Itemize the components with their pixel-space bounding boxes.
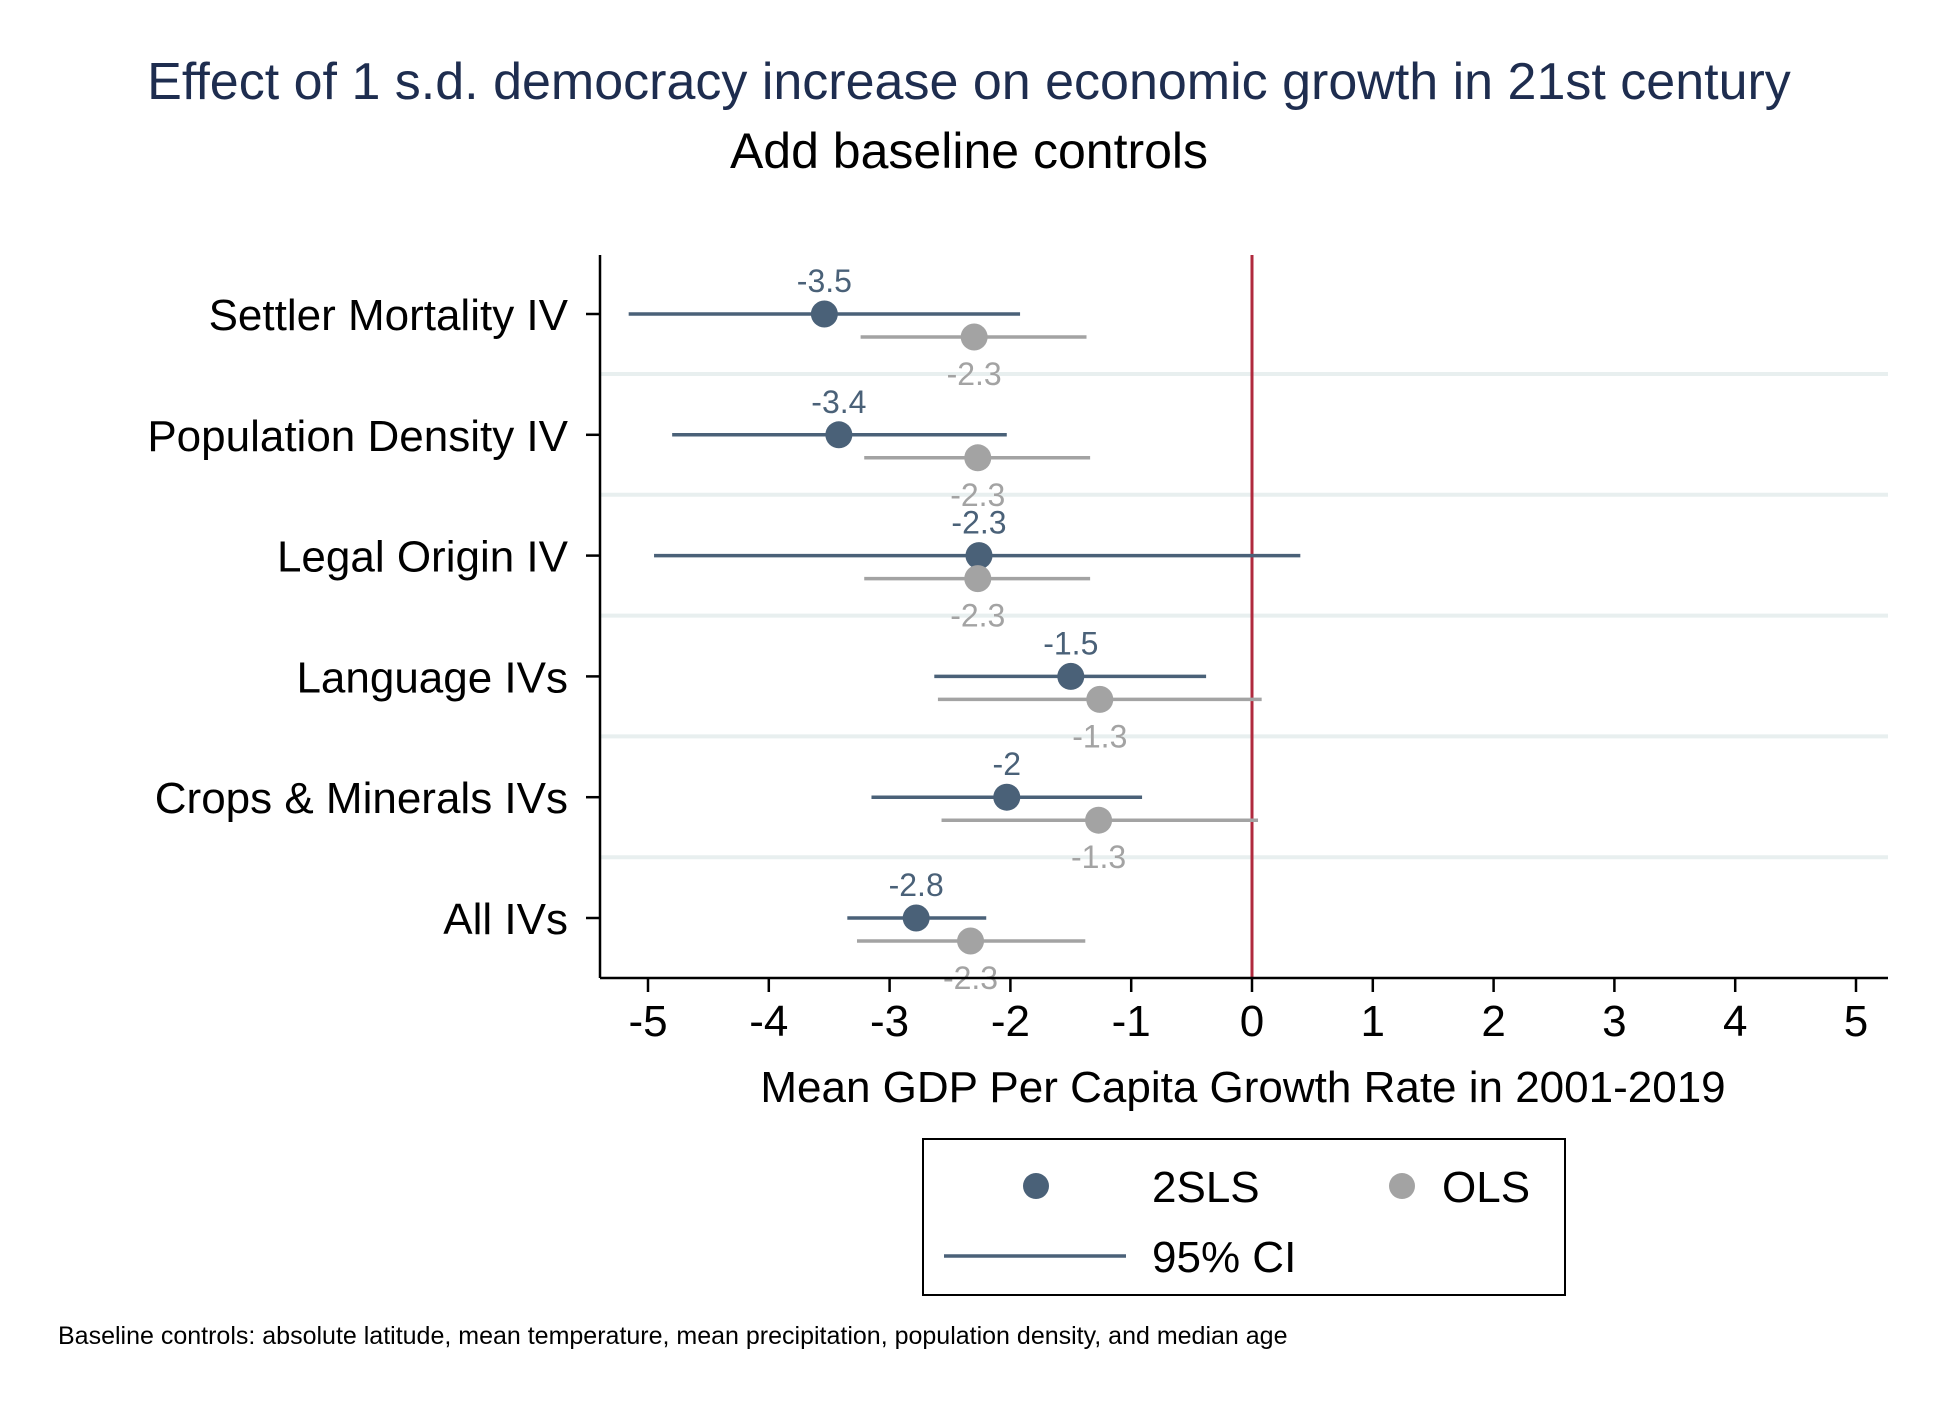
legend-ci-label: 95% CI: [1152, 1233, 1296, 1282]
y-tick-label: Population Density IV: [147, 412, 568, 461]
point-2sls: [1057, 662, 1085, 690]
x-tick-label: 5: [1844, 997, 1868, 1046]
point-ols: [964, 444, 992, 472]
axes-layer: -5 -4 -3 -2 -1 0 1 2 3 4 5 Settler Mortality IV Popu…: [147, 255, 1888, 1046]
x-tick-label: -1: [1112, 997, 1151, 1046]
grid-layer: [600, 255, 1888, 978]
legend-ols-marker: [1389, 1173, 1415, 1199]
data-label-2sls: -3.4: [811, 384, 866, 420]
point-ols: [1085, 806, 1113, 834]
legend-2sls-label: 2SLS: [1152, 1163, 1260, 1212]
data-label-ols: -2.3: [950, 598, 1005, 634]
y-tick-label: Crops & Minerals IVs: [155, 774, 568, 823]
y-tick-label: All IVs: [443, 895, 568, 944]
footnote: Baseline controls: absolute latitude, me…: [58, 1322, 1288, 1350]
data-label-ols: -2.3: [950, 477, 1005, 513]
data-label-2sls: -2: [993, 746, 1021, 782]
x-tick-label: 1: [1361, 997, 1385, 1046]
x-tick-label: -3: [870, 997, 909, 1046]
legend-2sls-marker: [1023, 1173, 1049, 1199]
data-label-2sls: -2.8: [889, 867, 944, 903]
point-ols: [957, 927, 985, 955]
point-ols: [964, 565, 992, 593]
x-tick-label: 2: [1481, 997, 1505, 1046]
chart-subtitle: Add baseline controls: [729, 123, 1209, 179]
point-2sls: [993, 783, 1021, 811]
x-tick-label: -4: [749, 997, 788, 1046]
y-tick-label: Settler Mortality IV: [209, 291, 569, 340]
marks-layer: -3.5-3.4-2.3-1.5-2-2.8-2.3-2.3-2.3-1.3-1…: [628, 263, 1301, 996]
data-label-2sls: -2.3: [951, 505, 1006, 541]
data-label-ols: -1.3: [1071, 839, 1126, 875]
data-label-2sls: -3.5: [797, 263, 852, 299]
data-label-ols: -2.3: [947, 356, 1002, 392]
point-2sls: [825, 421, 853, 449]
y-tick-label: Legal Origin IV: [277, 533, 569, 582]
data-label-2sls: -1.5: [1043, 625, 1098, 661]
point-ols: [960, 323, 988, 351]
point-2sls: [810, 300, 838, 328]
x-tick-label: 0: [1240, 997, 1264, 1046]
data-label-ols: -1.3: [1072, 718, 1127, 754]
point-ols: [1086, 685, 1114, 713]
x-tick-label: -2: [991, 997, 1030, 1046]
x-axis-label: Mean GDP Per Capita Growth Rate in 2001-…: [760, 1063, 1725, 1112]
x-tick-label: 3: [1602, 997, 1626, 1046]
point-2sls: [965, 542, 993, 570]
legend-ols-label: OLS: [1442, 1163, 1530, 1212]
x-tick-label: 4: [1723, 997, 1747, 1046]
point-2sls: [902, 904, 930, 932]
legend: 2SLS OLS 95% CI: [922, 1138, 1566, 1296]
y-tick-label: Language IVs: [296, 653, 568, 702]
chart-title: Effect of 1 s.d. democracy increase on e…: [147, 53, 1791, 111]
x-tick-label: -5: [628, 997, 667, 1046]
